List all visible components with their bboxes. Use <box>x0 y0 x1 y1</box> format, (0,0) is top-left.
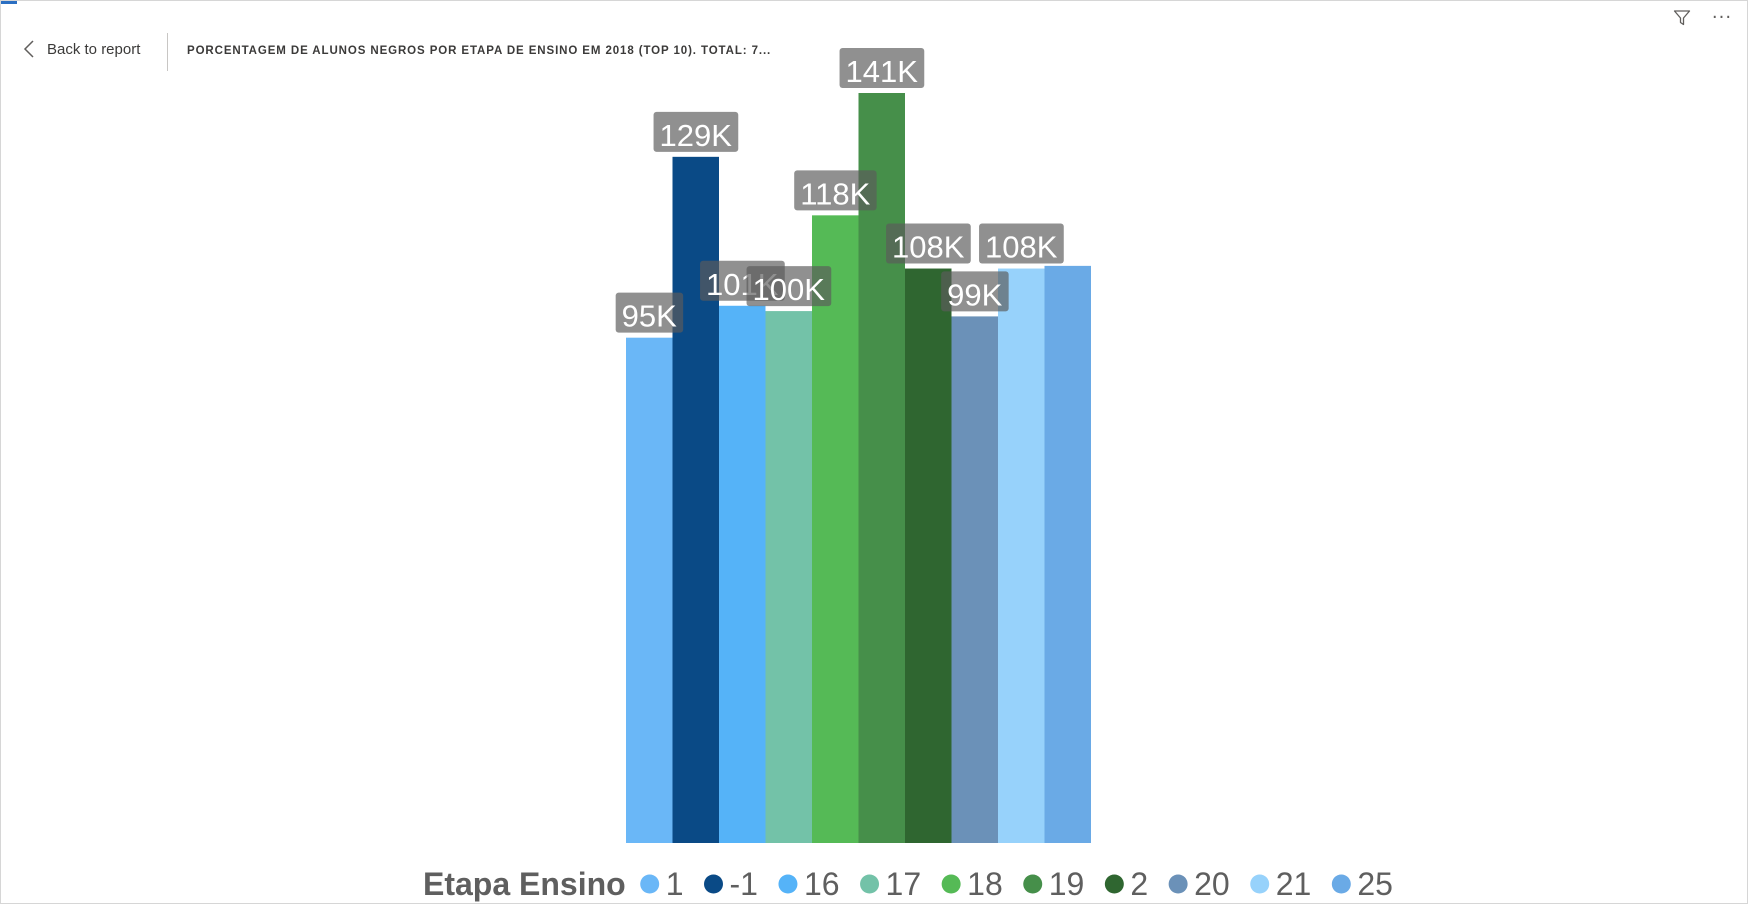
legend-item-1[interactable]: 1 <box>640 866 684 902</box>
legend-item--1[interactable]: -1 <box>704 866 758 902</box>
legend-item-2[interactable]: 2 <box>1104 866 1148 902</box>
bar-18[interactable] <box>812 215 859 843</box>
bar-20[interactable] <box>951 316 999 843</box>
legend-marker <box>640 874 660 894</box>
legend-item-25[interactable]: 25 <box>1331 866 1393 902</box>
bar-21[interactable] <box>998 268 1045 843</box>
bar-2[interactable] <box>905 268 952 843</box>
legend-marker <box>778 874 798 894</box>
back-to-report-label: Back to report <box>47 40 141 58</box>
visual-header-icons: ··· <box>1671 7 1733 29</box>
legend-marker <box>1104 874 1124 894</box>
legend-item-18[interactable]: 18 <box>941 866 1003 902</box>
legend-title: Etapa Ensino <box>423 866 626 902</box>
legend-label: 25 <box>1357 866 1393 902</box>
legend-label: 2 <box>1130 866 1148 902</box>
chart-legend: Etapa Ensino 1 -1 16 17 18 19 2 20 21 25 <box>423 866 1393 902</box>
legend-label: 21 <box>1276 866 1312 902</box>
data-label-18: 118K <box>794 170 877 211</box>
legend-item-20[interactable]: 20 <box>1168 866 1230 902</box>
legend-item-17[interactable]: 17 <box>860 866 921 902</box>
chevron-left-icon <box>23 39 37 59</box>
legend-marker <box>941 874 961 894</box>
legend-item-16[interactable]: 16 <box>778 866 840 902</box>
legend-marker <box>1168 874 1188 894</box>
svg-text:108K: 108K <box>985 230 1058 265</box>
header-divider <box>167 33 168 71</box>
data-label-21: 108K <box>979 223 1064 265</box>
legend-marker <box>1331 874 1351 894</box>
legend-marker <box>1250 874 1270 894</box>
back-to-report-button[interactable]: Back to report <box>23 39 140 59</box>
svg-text:129K: 129K <box>660 118 733 153</box>
legend-marker <box>860 874 880 894</box>
legend-label: 1 <box>666 866 684 902</box>
filter-icon[interactable] <box>1671 7 1693 29</box>
svg-text:108K: 108K <box>892 230 965 265</box>
data-label-1: 95K <box>615 292 684 334</box>
legend-item-19[interactable]: 19 <box>1023 866 1084 902</box>
legend-item-21[interactable]: 21 <box>1250 866 1311 902</box>
legend-label: 20 <box>1194 866 1230 902</box>
data-label-19: 141K <box>839 48 925 89</box>
legend-label: 17 <box>886 866 922 902</box>
data-label--1: 129K <box>653 111 739 153</box>
bar-19[interactable] <box>858 93 906 843</box>
legend-marker <box>1023 874 1043 894</box>
legend-label: -1 <box>730 866 758 902</box>
visual-title: PORCENTAGEM DE ALUNOS NEGROS POR ETAPA D… <box>187 45 772 57</box>
bar-25[interactable] <box>1044 265 1092 844</box>
bar-16[interactable] <box>719 305 766 843</box>
legend-marker <box>704 874 723 894</box>
bar-17[interactable] <box>765 311 813 844</box>
bar--1[interactable] <box>672 156 720 844</box>
legend-label: 16 <box>804 866 840 902</box>
svg-text:100K: 100K <box>753 272 826 307</box>
data-label-17: 100K <box>746 266 832 307</box>
data-label-20: 99K <box>941 271 1009 312</box>
data-label-2: 108K <box>886 223 971 265</box>
bars-group <box>626 93 1092 844</box>
focus-mode-header: Back to report PORCENTAGEM DE ALUNOS NEG… <box>1 31 1747 71</box>
svg-text:99K: 99K <box>947 277 1002 312</box>
legend-label: 18 <box>967 866 1003 902</box>
svg-text:141K: 141K <box>846 54 919 89</box>
bar-1[interactable] <box>626 337 673 843</box>
legend-label: 19 <box>1049 866 1085 902</box>
svg-text:95K: 95K <box>622 299 677 334</box>
svg-text:118K: 118K <box>800 176 870 211</box>
corner-accent <box>1 1 17 4</box>
more-options-icon[interactable]: ··· <box>1711 7 1733 28</box>
